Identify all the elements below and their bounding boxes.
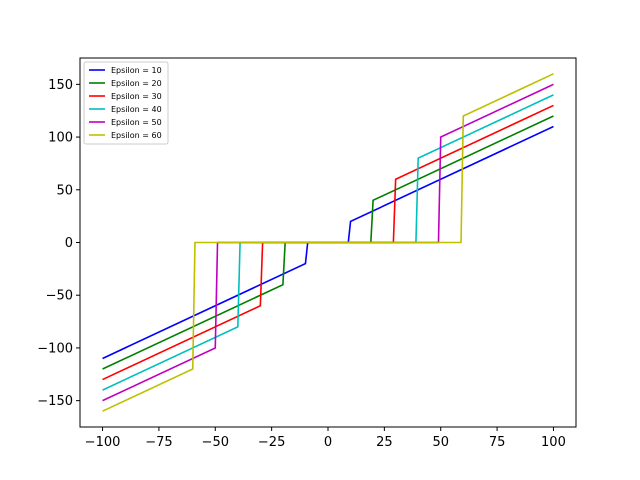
y-tick-label: −150	[37, 394, 73, 409]
x-tick-label: −25	[258, 435, 285, 450]
x-tick-label: 75	[489, 435, 506, 450]
x-tick-label: −50	[202, 435, 229, 450]
y-tick-label: 0	[65, 236, 73, 251]
x-tick-label: 100	[541, 435, 566, 450]
legend-label-epsilon-60: Epsilon = 60	[111, 131, 162, 140]
x-tick-label: 0	[324, 435, 332, 450]
y-tick-label: 50	[56, 183, 73, 198]
x-tick-label: −100	[85, 435, 121, 450]
y-axis: −150 −100 −50 0 50 100 150	[37, 78, 80, 409]
legend-label-epsilon-20: Epsilon = 20	[111, 79, 162, 88]
legend-label-epsilon-50: Epsilon = 50	[111, 118, 162, 127]
x-tick-label: 50	[432, 435, 449, 450]
legend: Epsilon = 10 Epsilon = 20 Epsilon = 30 Epsi…	[83, 61, 169, 145]
y-tick-label: 150	[48, 78, 73, 93]
x-axis: −100 −75 −50 −25 0 25 50 75 100	[85, 427, 566, 450]
legend-label-epsilon-30: Epsilon = 30	[111, 92, 162, 101]
x-tick-label: −75	[145, 435, 172, 450]
series-layer	[102, 73, 554, 412]
legend-label-epsilon-40: Epsilon = 40	[111, 105, 162, 114]
legend-label-epsilon-10: Epsilon = 10	[111, 66, 162, 75]
y-tick-label: −50	[46, 289, 73, 304]
y-tick-label: 100	[48, 131, 73, 146]
series-line-epsilon-60	[102, 73, 554, 412]
y-tick-label: −100	[37, 341, 73, 356]
x-tick-label: 25	[376, 435, 393, 450]
